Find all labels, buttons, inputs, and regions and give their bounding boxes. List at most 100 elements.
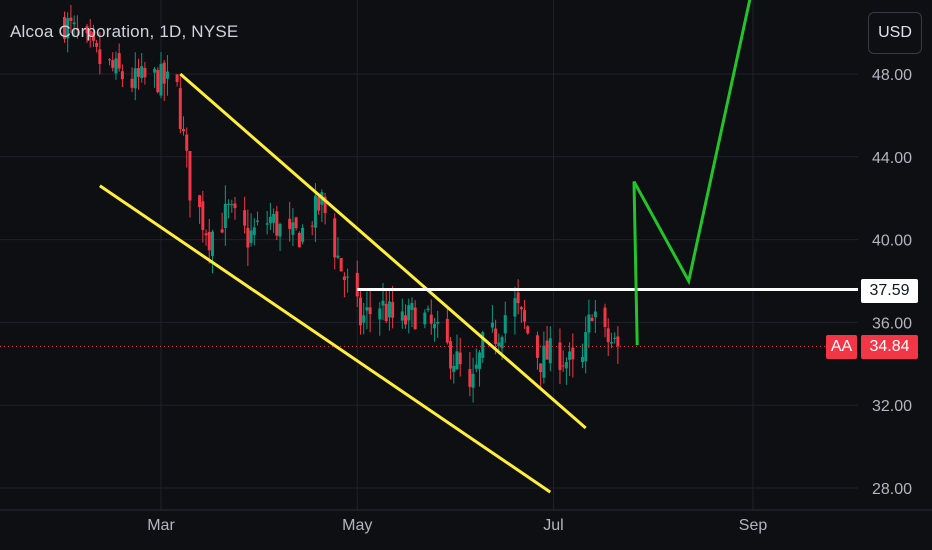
candle-body <box>368 307 372 315</box>
candle-body <box>278 223 282 237</box>
candle-body <box>471 373 475 388</box>
candle-body <box>542 345 546 378</box>
candle-body <box>609 342 613 344</box>
candle-body <box>584 332 588 362</box>
candle-body <box>358 297 362 326</box>
candle-body <box>519 307 523 310</box>
candle-body <box>130 78 134 88</box>
y-tick-label: 48.00 <box>872 67 912 84</box>
candle-body <box>455 351 459 370</box>
candle-body <box>210 231 214 257</box>
candle-body <box>69 17 73 21</box>
candle-body <box>313 195 317 228</box>
candle-body <box>336 255 340 258</box>
candle-body <box>445 318 449 343</box>
candle-body <box>513 298 517 317</box>
candle-body <box>616 336 620 347</box>
candle-body <box>516 292 520 304</box>
candle-body <box>526 326 530 334</box>
candle-body <box>143 68 147 78</box>
candle-body <box>182 129 186 132</box>
candle-body <box>571 347 575 360</box>
candle-body <box>288 218 292 229</box>
candle-body <box>545 340 549 360</box>
x-tick-label: May <box>342 517 372 534</box>
candle-body <box>603 307 607 327</box>
level-price-label: 37.59 <box>861 279 918 303</box>
candle-body <box>478 352 482 369</box>
candle-body <box>243 210 247 226</box>
candle-body <box>72 22 76 25</box>
candle-body <box>436 321 440 324</box>
candle-body <box>165 71 169 79</box>
drawing-overlays <box>0 0 858 494</box>
candle-body <box>587 314 591 333</box>
candle-body <box>62 17 66 39</box>
candle-body <box>252 227 256 236</box>
candle-body <box>342 276 346 281</box>
candle-body <box>333 218 337 258</box>
candle-body <box>185 134 189 151</box>
candle-body <box>98 49 102 64</box>
candle-body <box>500 337 504 349</box>
candle-body <box>188 151 192 201</box>
symbol-badge: AA <box>826 335 857 359</box>
candle-body <box>156 70 160 93</box>
candle-body <box>458 352 462 365</box>
candle-body <box>175 74 179 82</box>
y-tick-label: 28.00 <box>872 481 912 498</box>
projection-path <box>632 0 752 346</box>
candle-body <box>265 223 269 225</box>
candle-body <box>410 303 414 310</box>
candle-body <box>291 222 295 235</box>
candlestick-series <box>62 4 620 403</box>
candle-body <box>230 204 234 206</box>
candle-body <box>539 363 543 373</box>
candle-body <box>233 203 237 209</box>
candle-body <box>207 231 211 251</box>
candle-body <box>384 303 388 322</box>
candle-body <box>140 66 144 79</box>
candle-body <box>474 364 478 369</box>
candle-body <box>432 324 436 329</box>
candle-body <box>400 311 404 321</box>
candle-body <box>153 68 157 73</box>
candle-body <box>365 307 369 311</box>
candle-body <box>297 232 301 248</box>
candle-body <box>159 63 163 96</box>
candle-body <box>387 301 391 318</box>
candle-body <box>346 276 350 278</box>
last-price-label: 34.84 <box>861 335 918 359</box>
candle-body <box>468 369 472 387</box>
candle-body <box>75 28 79 30</box>
candle-body <box>178 88 182 129</box>
candle-body <box>535 335 539 358</box>
candle-body <box>429 314 433 324</box>
candle-body <box>503 315 507 334</box>
candle-body <box>120 71 124 80</box>
candle-body <box>91 31 95 41</box>
x-tick-label: Mar <box>147 517 175 534</box>
candle-body <box>220 229 224 233</box>
candle-body <box>561 365 565 367</box>
candle-body <box>426 308 430 311</box>
candle-body <box>108 59 112 61</box>
candle-body <box>381 300 385 306</box>
candle-body <box>95 42 99 47</box>
channel-upper-trendline <box>179 72 587 430</box>
candle-body <box>452 365 456 372</box>
y-tick-label: 44.00 <box>872 150 912 167</box>
candle-body <box>404 315 408 325</box>
candle-body <box>590 317 594 321</box>
candle-body <box>558 342 562 370</box>
candle-body <box>606 328 610 343</box>
candle-body <box>201 201 205 230</box>
candle-body <box>481 332 485 358</box>
currency-button[interactable]: USD <box>868 12 922 54</box>
candle-body <box>223 203 227 229</box>
price-axis: 48.00 44.00 40.00 36.00 32.00 28.00 <box>872 67 912 498</box>
candle-body <box>85 26 89 34</box>
candle-body <box>378 308 382 320</box>
candle-body <box>66 18 70 39</box>
